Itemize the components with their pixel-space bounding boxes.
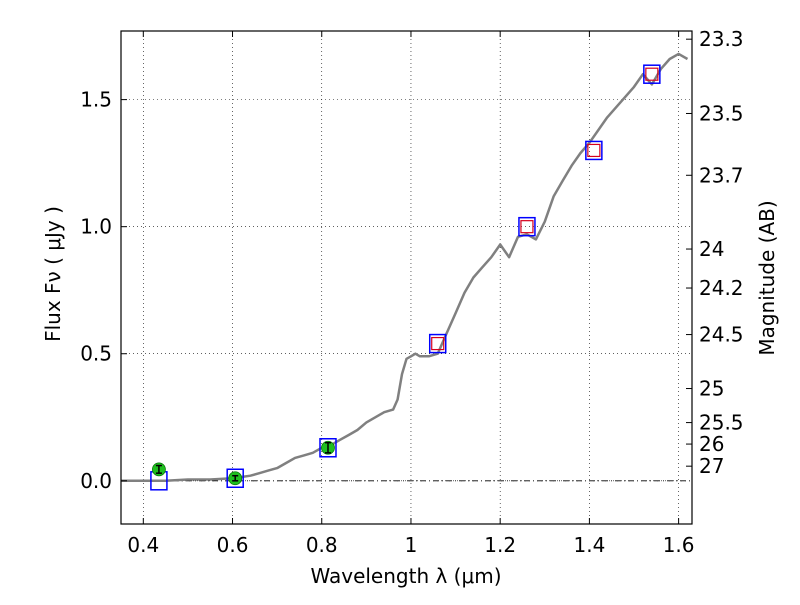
model-flux-marker <box>587 143 601 158</box>
x-tick-label: 1.6 <box>663 533 695 557</box>
y-tick-label: 1.5 <box>80 88 112 112</box>
observed-flux-marker <box>226 468 244 489</box>
x-tick-label: 0.4 <box>127 533 159 557</box>
observed-flux-marker <box>643 64 661 84</box>
x-tick-label: 0.8 <box>306 533 338 557</box>
sed-model-line <box>121 52 689 483</box>
magnitude-tick-label: 25.5 <box>699 411 744 435</box>
x-tick-label: 0.6 <box>217 533 249 557</box>
grid <box>121 31 692 524</box>
observed-flux-marker <box>585 140 603 161</box>
observed-flux-marker <box>319 438 337 458</box>
y-tick-label: 0.0 <box>80 469 112 493</box>
magnitude-tick-label: 23.3 <box>699 27 744 51</box>
magnitude-tick-label: 23.7 <box>699 163 744 187</box>
y-axis-ticks: 0.0 0.5 1.0 1.5 <box>80 88 127 493</box>
x-axis-label: Wavelength λ (μm) <box>310 564 501 588</box>
magnitude-tick-label: 24 <box>699 237 724 261</box>
magnitude-tick-label: 27 <box>699 454 724 478</box>
model-flux-marker <box>645 67 659 81</box>
observed-flux-marker <box>518 216 536 237</box>
model-flux-marker <box>520 220 534 234</box>
y-tick-label: 0.5 <box>80 342 112 366</box>
markers <box>150 64 661 491</box>
plot-frame <box>120 30 693 525</box>
model-flux-marker <box>431 336 445 351</box>
plot-area <box>121 52 689 483</box>
magnitude-axis-label: Magnitude (AB) <box>755 200 779 355</box>
x-tick-label: 1.2 <box>484 533 516 557</box>
y-axis-label: Flux Fν ( μJy ) <box>41 206 65 342</box>
magnitude-tick-label: 23.5 <box>699 101 744 125</box>
magnitude-tick-label: 26 <box>699 432 724 456</box>
x-tick-label: 1 <box>405 533 418 557</box>
magnitude-tick-label: 25 <box>699 377 724 401</box>
observed-flux-marker <box>428 333 447 354</box>
magnitude-tick-label: 24.5 <box>699 323 744 347</box>
x-axis-ticks: 0.4 0.6 0.8 1 1.2 1.4 1.6 <box>127 31 695 557</box>
x-tick-label: 1.4 <box>573 533 605 557</box>
magnitude-tick-label: 24.2 <box>699 276 744 300</box>
y-tick-label: 1.0 <box>80 215 112 239</box>
